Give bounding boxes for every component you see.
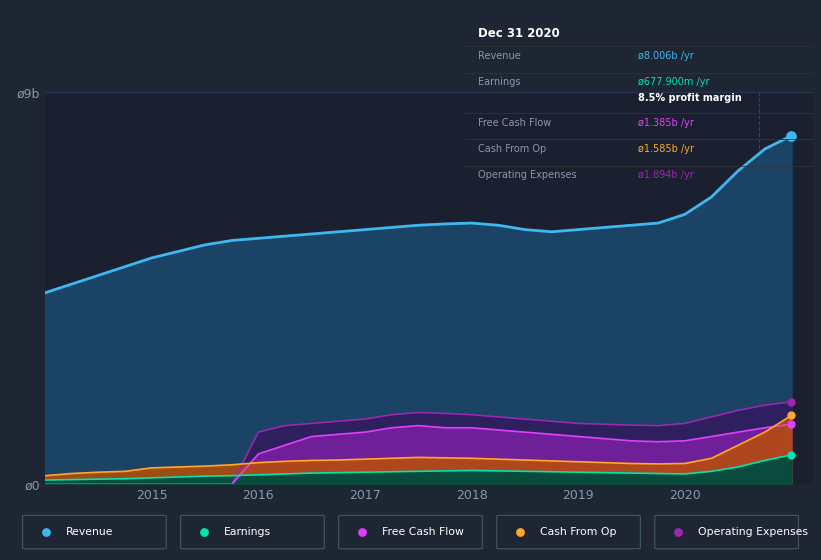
FancyBboxPatch shape xyxy=(655,515,798,549)
Text: Cash From Op: Cash From Op xyxy=(540,527,617,537)
FancyBboxPatch shape xyxy=(497,515,640,549)
Text: Free Cash Flow: Free Cash Flow xyxy=(383,527,464,537)
Text: 8.5% profit margin: 8.5% profit margin xyxy=(639,94,742,104)
Text: ø8.006b /yr: ø8.006b /yr xyxy=(639,51,694,61)
Text: Revenue: Revenue xyxy=(66,527,113,537)
Point xyxy=(785,398,798,407)
Text: Cash From Op: Cash From Op xyxy=(478,144,546,154)
FancyBboxPatch shape xyxy=(338,515,482,549)
Point xyxy=(785,419,798,428)
Text: Free Cash Flow: Free Cash Flow xyxy=(478,118,551,128)
Point xyxy=(355,528,369,536)
Point xyxy=(513,528,526,536)
Text: Operating Expenses: Operating Expenses xyxy=(698,527,808,537)
Text: Earnings: Earnings xyxy=(224,527,271,537)
Point xyxy=(197,528,210,536)
Point xyxy=(39,528,53,536)
Text: Revenue: Revenue xyxy=(478,51,521,61)
Text: Dec 31 2020: Dec 31 2020 xyxy=(478,27,560,40)
Text: ø677.900m /yr: ø677.900m /yr xyxy=(639,77,710,87)
Point xyxy=(785,450,798,459)
Point xyxy=(672,528,685,536)
Text: Operating Expenses: Operating Expenses xyxy=(478,170,576,180)
Text: ø1.585b /yr: ø1.585b /yr xyxy=(639,144,695,154)
Text: ø1.894b /yr: ø1.894b /yr xyxy=(639,170,694,180)
FancyBboxPatch shape xyxy=(181,515,324,549)
Point xyxy=(785,411,798,420)
FancyBboxPatch shape xyxy=(23,515,166,549)
Text: ø1.385b /yr: ø1.385b /yr xyxy=(639,118,695,128)
Text: Earnings: Earnings xyxy=(478,77,521,87)
Point xyxy=(785,131,798,140)
